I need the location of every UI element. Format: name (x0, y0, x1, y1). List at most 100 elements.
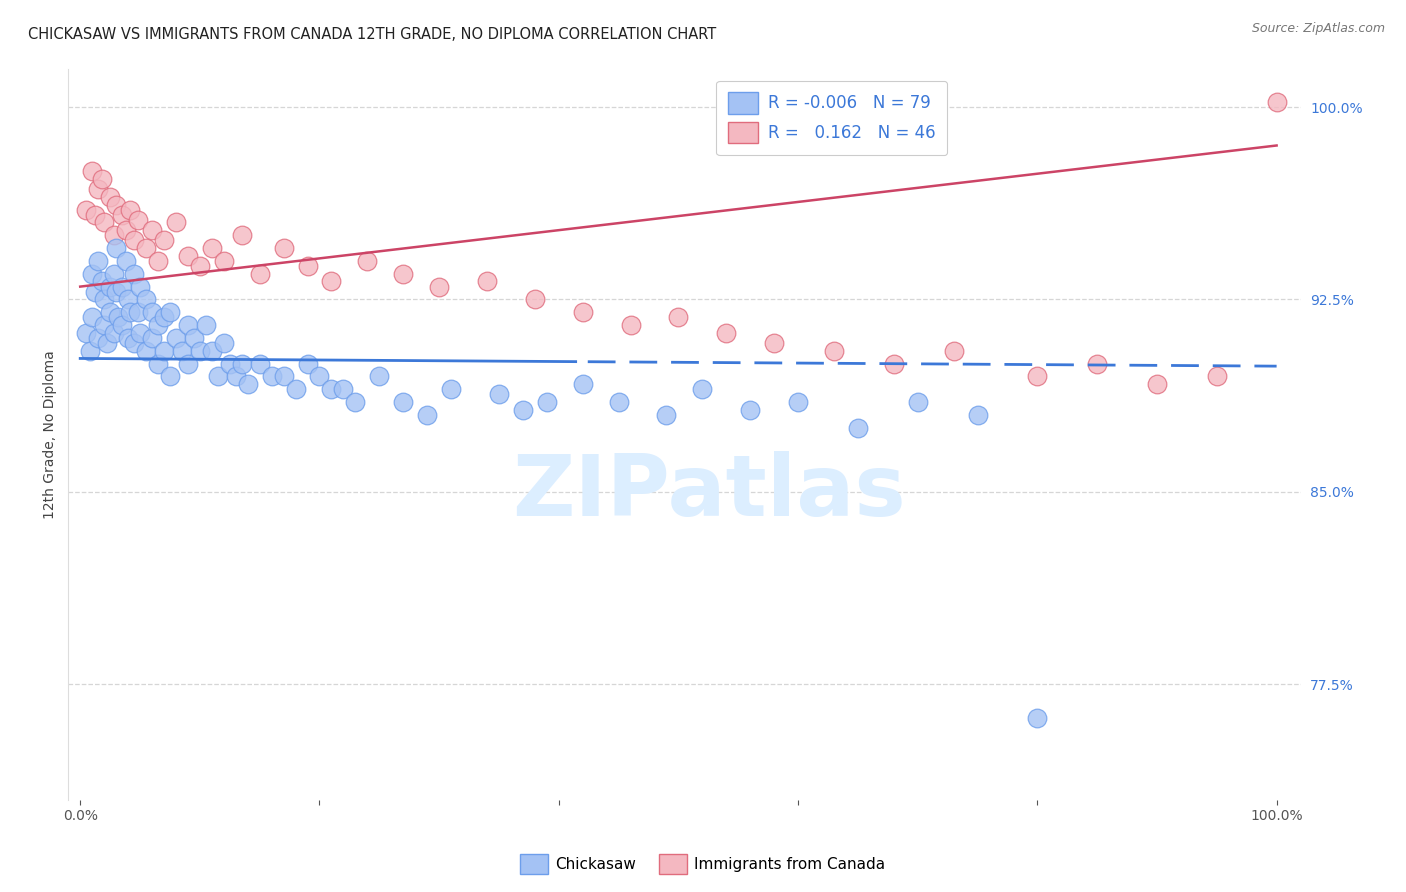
Point (763, 336, 786, 351)
Point (177, 249, 200, 263)
Point (416, 408, 439, 422)
Point (207, 369, 229, 384)
Point (129, 279, 152, 293)
Point (201, 343, 224, 358)
Point (368, 369, 391, 384)
Point (83, 285, 105, 299)
Point (111, 318, 134, 332)
Point (475, 275, 498, 289)
Point (111, 208, 134, 222)
Point (668, 310, 690, 325)
Point (1026, 369, 1049, 384)
Point (488, 387, 510, 401)
Legend: Chickasaw, Immigrants from Canada: Chickasaw, Immigrants from Canada (515, 848, 891, 880)
Point (82, 164, 104, 178)
Point (392, 267, 415, 281)
Point (120, 202, 142, 217)
Point (1265, 95, 1288, 109)
Point (75, 202, 97, 217)
Point (194, 318, 217, 332)
Point (93, 215, 115, 229)
Point (141, 331, 163, 345)
Point (82, 310, 104, 325)
Point (117, 293, 139, 307)
Point (321, 382, 343, 396)
Point (177, 357, 200, 371)
Point (75, 326, 97, 340)
Point (141, 223, 163, 237)
Point (103, 267, 125, 281)
Point (344, 395, 367, 409)
Point (942, 343, 965, 358)
Point (571, 377, 593, 392)
Point (321, 275, 343, 289)
Point (427, 279, 450, 293)
Point (165, 331, 187, 345)
Point (787, 395, 810, 409)
Point (655, 408, 678, 422)
Point (1085, 357, 1108, 371)
Point (883, 357, 905, 371)
Point (284, 382, 307, 396)
Point (218, 357, 240, 371)
Point (249, 267, 271, 281)
Point (356, 254, 378, 268)
Point (127, 305, 149, 319)
Point (93, 318, 115, 332)
Point (523, 293, 546, 307)
Point (153, 343, 176, 358)
Point (332, 382, 354, 396)
Point (122, 234, 145, 248)
Point (114, 254, 136, 268)
Point (1146, 377, 1168, 392)
Point (96, 336, 118, 351)
Point (392, 395, 415, 409)
Point (98, 190, 121, 204)
Point (249, 357, 271, 371)
Y-axis label: 12th Grade, No Diploma: 12th Grade, No Diploma (44, 350, 58, 518)
Point (82, 267, 104, 281)
Point (716, 326, 738, 340)
Point (607, 395, 630, 409)
Point (740, 402, 762, 417)
Text: CHICKASAW VS IMMIGRANTS FROM CANADA 12TH GRADE, NO DIPLOMA CORRELATION CHART: CHICKASAW VS IMMIGRANTS FROM CANADA 12TH… (28, 27, 717, 42)
Point (129, 326, 152, 340)
Point (90, 275, 112, 289)
Point (571, 305, 593, 319)
Point (93, 293, 115, 307)
Point (120, 305, 142, 319)
Point (146, 357, 169, 371)
Point (107, 310, 129, 325)
Point (105, 197, 128, 211)
Point (236, 377, 259, 392)
Point (135, 241, 157, 255)
Point (103, 228, 125, 243)
Point (153, 234, 176, 248)
Point (512, 402, 534, 417)
Point (177, 318, 200, 332)
Point (1205, 369, 1227, 384)
Point (146, 318, 169, 332)
Point (117, 331, 139, 345)
Point (212, 336, 235, 351)
Point (297, 259, 319, 273)
Point (122, 267, 145, 281)
Point (114, 223, 136, 237)
Point (98, 279, 121, 293)
Point (619, 318, 641, 332)
Point (846, 421, 869, 435)
Point (105, 285, 128, 299)
Point (122, 336, 145, 351)
Point (692, 382, 714, 396)
Point (111, 279, 134, 293)
Point (159, 369, 181, 384)
Point (907, 395, 929, 409)
Text: ZIPatlas: ZIPatlas (512, 451, 905, 534)
Point (90, 172, 112, 186)
Point (87, 182, 110, 196)
Point (225, 369, 247, 384)
Point (823, 343, 845, 358)
Point (231, 357, 253, 371)
Point (231, 228, 253, 243)
Point (966, 408, 988, 422)
